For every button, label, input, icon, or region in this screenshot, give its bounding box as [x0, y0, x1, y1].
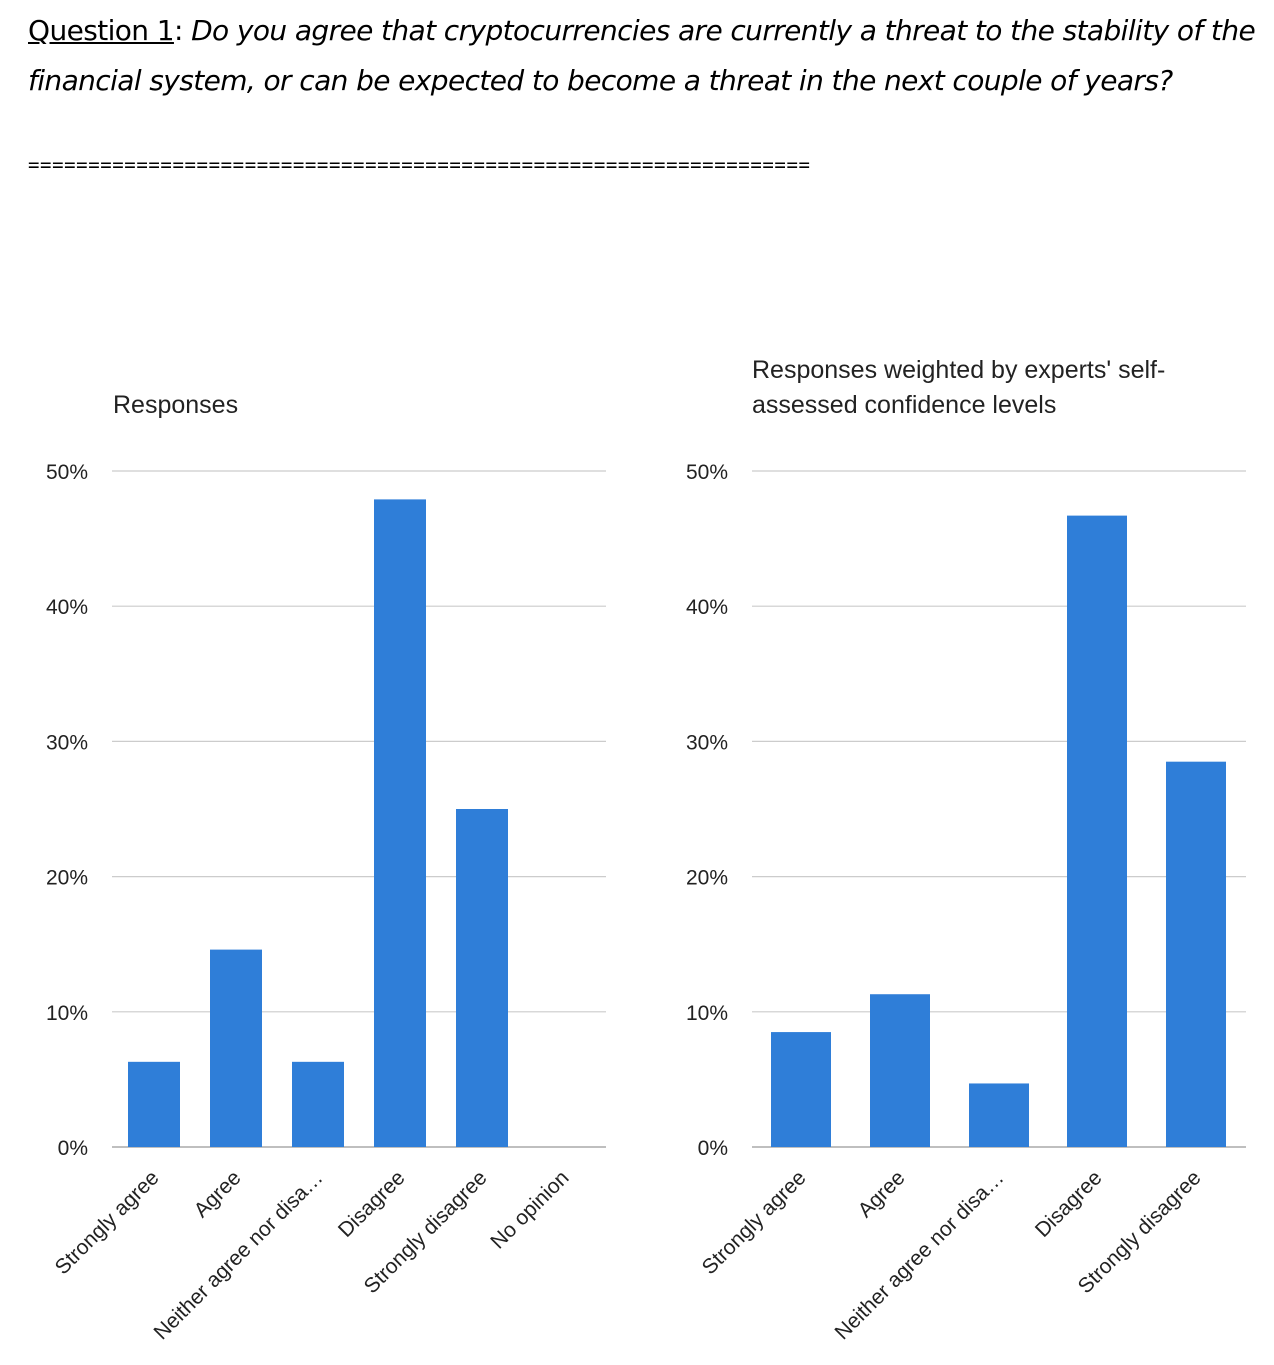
weighted-bar — [1166, 761, 1226, 1147]
separator-line: ========================================… — [28, 154, 811, 176]
question-label: Question 1 — [28, 14, 175, 47]
responses-y-tick-label: 40% — [46, 596, 88, 619]
responses-y-tick-label: 50% — [46, 461, 88, 484]
weighted-category-label: Strongly agree — [698, 1166, 811, 1279]
responses-y-tick-label: 20% — [46, 867, 88, 890]
responses-y-tick-label: 10% — [46, 1002, 88, 1025]
weighted-bar — [771, 1032, 831, 1147]
weighted-bar — [1067, 515, 1127, 1147]
responses-bar — [374, 499, 426, 1148]
weighted-chart-title: Responses weighted by experts' self- — [752, 356, 1165, 384]
weighted-category-label: Disagree — [1031, 1166, 1107, 1242]
weighted-chart-title: assessed confidence levels — [752, 391, 1056, 419]
weighted-y-tick-label: 20% — [686, 867, 728, 890]
responses-bar — [128, 1061, 180, 1147]
weighted-y-tick-label: 30% — [686, 731, 728, 754]
question-text: Do you agree that cryptocurrencies are c… — [28, 14, 1256, 97]
weighted-y-tick-label: 10% — [686, 1002, 728, 1025]
weighted-y-tick-label: 40% — [686, 596, 728, 619]
responses-bar — [292, 1061, 344, 1147]
responses-bar — [210, 949, 262, 1147]
weighted-bar — [870, 994, 930, 1147]
responses-chart-title: Responses — [113, 391, 238, 419]
weighted-category-label: Agree — [854, 1166, 910, 1222]
question-heading: Question 1: Do you agree that cryptocurr… — [28, 6, 1258, 106]
responses-y-tick-label: 30% — [46, 731, 88, 754]
responses-bar — [456, 809, 508, 1147]
weighted-bar — [969, 1083, 1029, 1147]
weighted-category-label: Neither agree nor disa… — [830, 1166, 1008, 1344]
weighted-y-tick-label: 50% — [686, 461, 728, 484]
weighted-y-tick-label: 0% — [698, 1137, 728, 1160]
responses-y-tick-label: 0% — [58, 1137, 88, 1160]
question-colon: : — [173, 14, 183, 47]
